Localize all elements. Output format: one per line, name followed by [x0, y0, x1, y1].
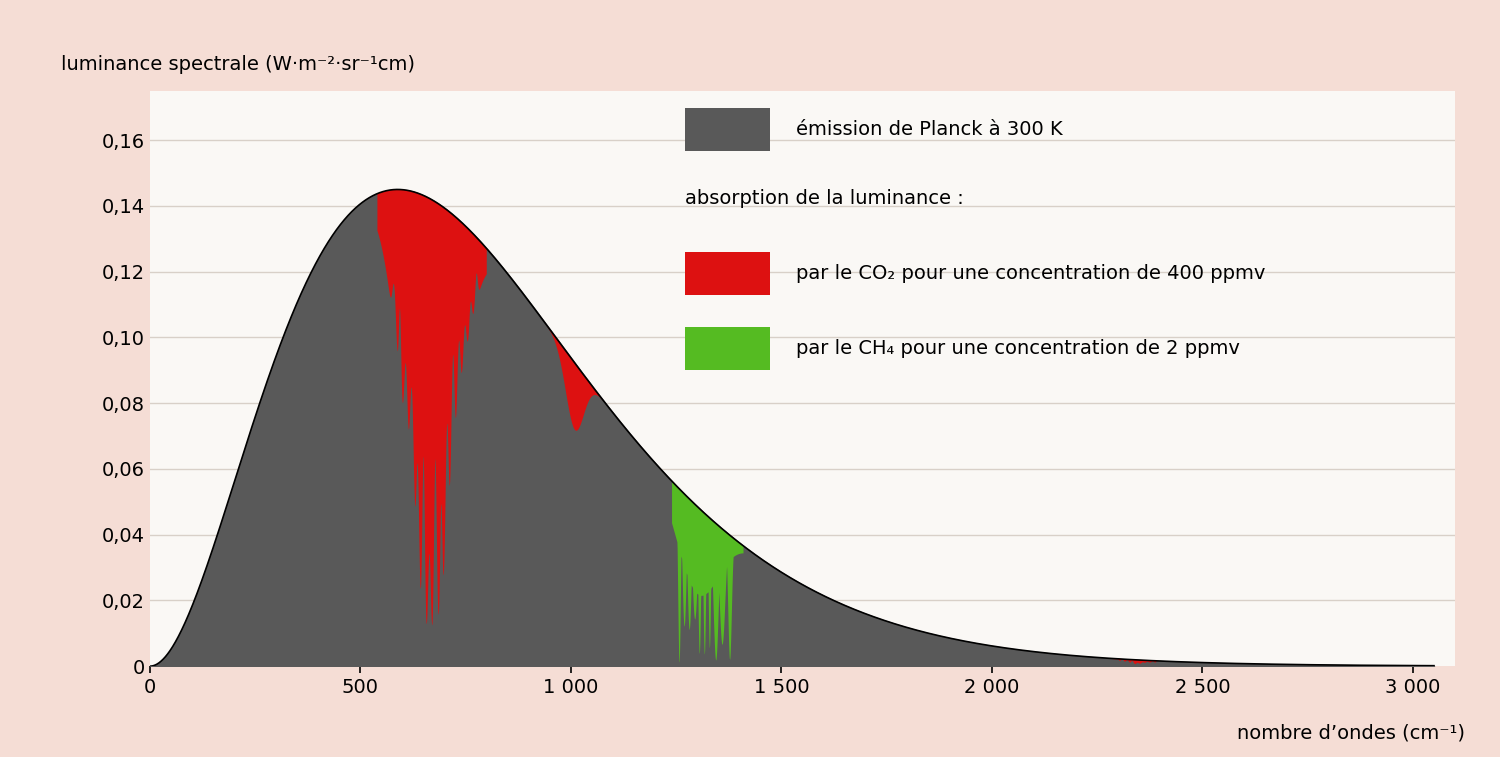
Text: par le CO₂ pour une concentration de 400 ppmv: par le CO₂ pour une concentration de 400… — [796, 264, 1266, 283]
Text: absorption de la luminance :: absorption de la luminance : — [686, 189, 964, 208]
Bar — [686, 108, 770, 151]
Text: luminance spectrale (W·m⁻²·sr⁻¹cm): luminance spectrale (W·m⁻²·sr⁻¹cm) — [62, 55, 416, 73]
Text: émission de Planck à 300 K: émission de Planck à 300 K — [796, 120, 1062, 139]
Text: nombre d’ondes (cm⁻¹): nombre d’ondes (cm⁻¹) — [1236, 724, 1464, 743]
Text: par le CH₄ pour une concentration de 2 ppmv: par le CH₄ pour une concentration de 2 p… — [796, 339, 1240, 358]
Bar — [686, 252, 770, 295]
Bar — [686, 327, 770, 370]
